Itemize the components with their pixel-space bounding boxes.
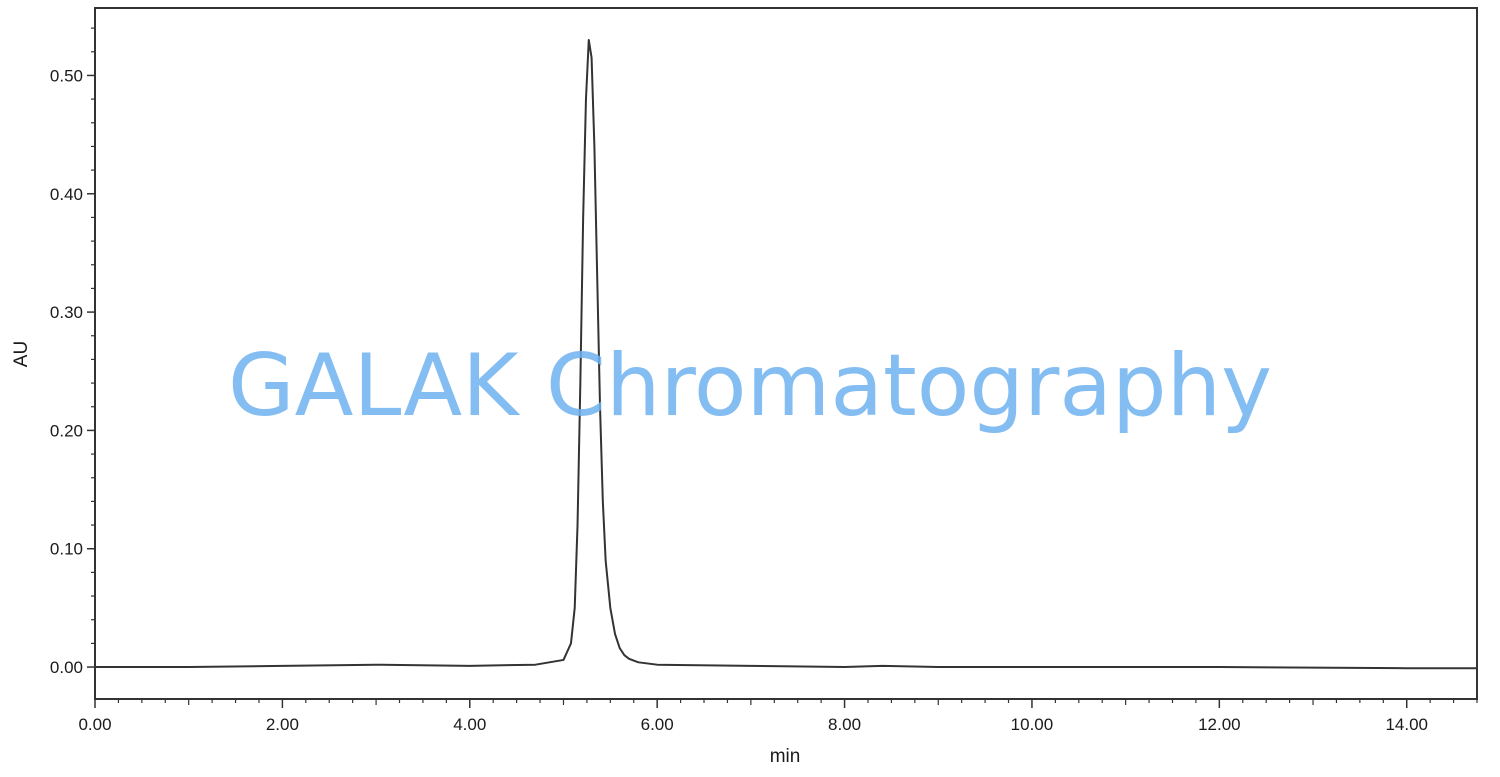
x-tick-label: 2.00 <box>266 715 299 734</box>
chromatogram-trace <box>95 38 1477 670</box>
x-axis-title: min <box>770 746 801 767</box>
x-tick-label: 10.00 <box>1011 715 1054 734</box>
y-axis: 0.00 0.10 0.20 0.30 0.40 0.50 <box>50 27 95 677</box>
y-tick-label: 0.00 <box>50 658 83 677</box>
y-tick-label: 0.40 <box>50 185 83 204</box>
x-tick-label: 6.00 <box>641 715 674 734</box>
y-tick-label: 0.50 <box>50 66 83 85</box>
y-tick-label: 0.20 <box>50 421 83 440</box>
plot-frame <box>94 7 1478 700</box>
x-axis: 0.00 2.00 4.00 6.00 8.00 10.00 12.00 14.00 <box>78 699 1478 734</box>
y-axis-title: AU <box>11 341 32 367</box>
x-tick-label: 4.00 <box>453 715 486 734</box>
x-tick-label: 0.00 <box>78 715 111 734</box>
series-group <box>95 38 1477 670</box>
x-tick-label: 12.00 <box>1198 715 1241 734</box>
watermark-text: GALAK Chromatography <box>228 336 1272 436</box>
y-tick-label: 0.30 <box>50 303 83 322</box>
x-tick-label: 14.00 <box>1385 715 1428 734</box>
y-tick-label: 0.10 <box>50 540 83 559</box>
x-tick-label: 8.00 <box>828 715 861 734</box>
